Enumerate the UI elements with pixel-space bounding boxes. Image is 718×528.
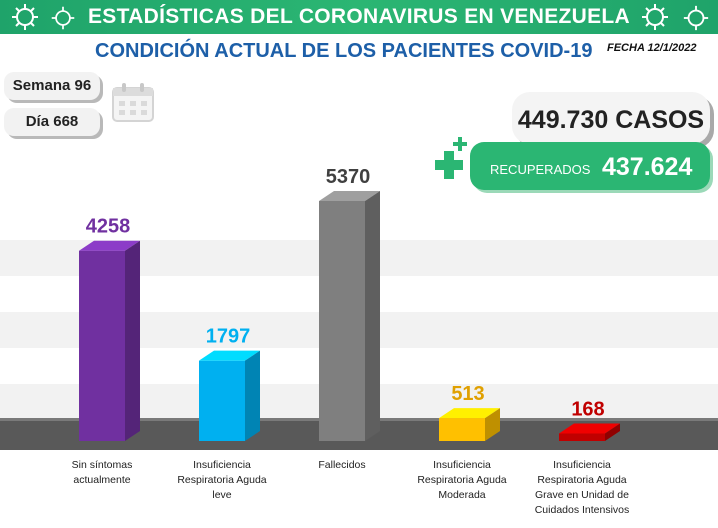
bar-top <box>559 423 620 434</box>
recovered-value: 437.624 <box>602 153 693 181</box>
calendar-icon <box>112 83 154 122</box>
category-label: Insuficiencia Respiratoria Aguda Grave e… <box>534 459 630 516</box>
bar-top <box>199 350 260 361</box>
bar <box>439 418 485 441</box>
data-label: 168 <box>571 398 604 420</box>
report-date: FECHA 12/1/2022 <box>607 42 697 54</box>
virus-icon <box>683 5 709 31</box>
bar-top <box>79 240 140 251</box>
banner <box>0 0 718 34</box>
bar <box>319 201 365 441</box>
category-label: Sin síntomas actualmente <box>71 459 133 486</box>
bar <box>79 250 125 441</box>
category-label: Insuficiencia Respiratoria Aguda leve <box>177 459 267 501</box>
virus-icon <box>642 4 668 30</box>
data-label: 1797 <box>206 326 251 348</box>
bar <box>199 360 245 441</box>
bar-top <box>319 191 380 201</box>
bar-side <box>365 191 380 441</box>
bar <box>559 433 605 441</box>
data-label: 4258 <box>86 216 131 238</box>
page-subtitle: CONDICIÓN ACTUAL DE LOS PACIENTES COVID-… <box>95 40 593 62</box>
bar-side <box>245 350 260 441</box>
plus-icon <box>435 151 463 179</box>
bar-side <box>125 240 140 441</box>
category-label: Insuficiencia Respiratoria Aguda Moderad… <box>417 459 507 501</box>
data-label: 513 <box>451 383 484 405</box>
week-badge: Semana 96 <box>4 72 100 100</box>
virus-icon <box>51 6 75 30</box>
recovered-card: RECUPERADOS 437.624 <box>470 142 710 190</box>
data-label: 5370 <box>326 166 371 188</box>
day-badge: Día 668 <box>4 108 100 136</box>
total-cases: 449.730 CASOS <box>512 92 710 144</box>
virus-icon <box>12 4 38 30</box>
category-label: Fallecidos <box>318 459 366 471</box>
bar-side <box>605 423 620 441</box>
plus-icon <box>453 137 467 151</box>
recovered-label: RECUPERADOS <box>490 162 591 177</box>
bar-top <box>439 408 500 419</box>
banner-title: ESTADÍSTICAS DEL CORONAVIRUS EN VENEZUEL… <box>87 5 631 28</box>
bar-side <box>485 408 500 441</box>
